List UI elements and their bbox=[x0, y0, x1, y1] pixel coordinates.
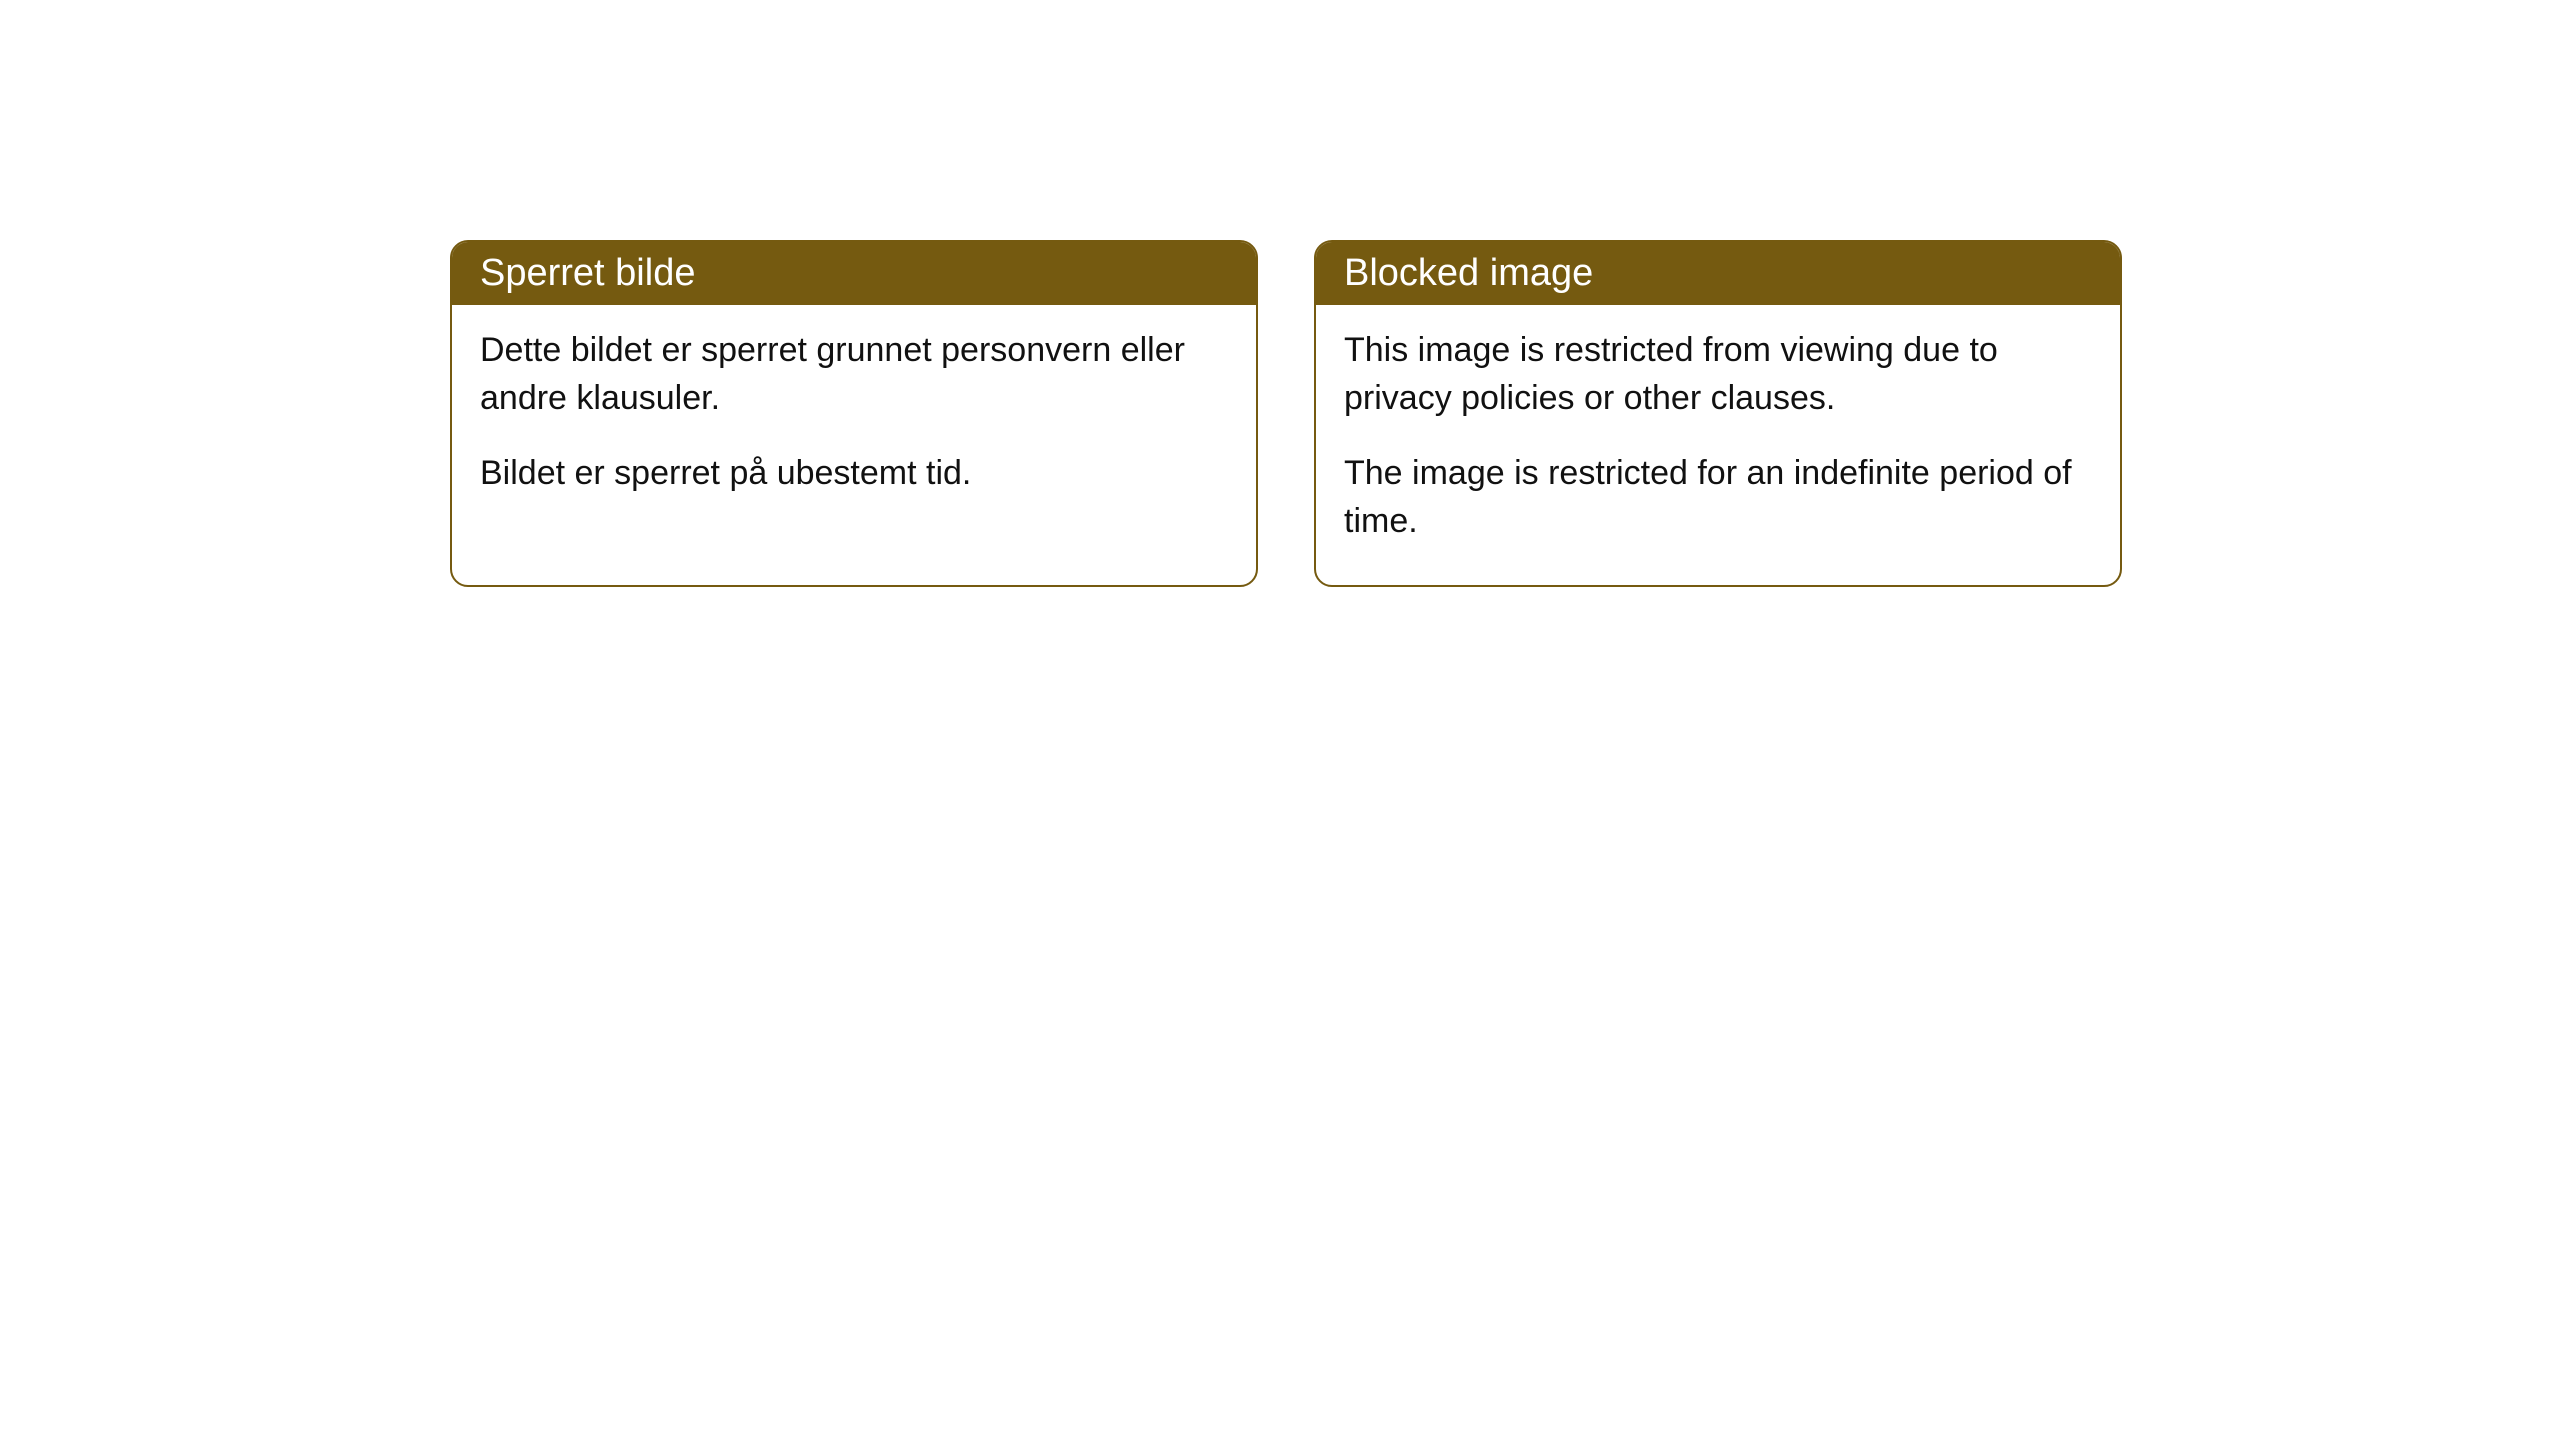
card-title-english: Blocked image bbox=[1344, 252, 1593, 294]
card-norwegian: Sperret bilde Dette bildet er sperret gr… bbox=[450, 240, 1258, 587]
card-body-english: This image is restricted from viewing du… bbox=[1316, 305, 2120, 585]
card-para1-english: This image is restricted from viewing du… bbox=[1344, 327, 2092, 422]
card-title-norwegian: Sperret bilde bbox=[480, 252, 695, 294]
card-para2-norwegian: Bildet er sperret på ubestemt tid. bbox=[480, 450, 1228, 498]
card-para1-norwegian: Dette bildet er sperret grunnet personve… bbox=[480, 327, 1228, 422]
cards-container: Sperret bilde Dette bildet er sperret gr… bbox=[450, 240, 2122, 587]
card-body-norwegian: Dette bildet er sperret grunnet personve… bbox=[452, 305, 1256, 538]
card-header-norwegian: Sperret bilde bbox=[452, 242, 1256, 305]
card-para2-english: The image is restricted for an indefinit… bbox=[1344, 450, 2092, 545]
card-english: Blocked image This image is restricted f… bbox=[1314, 240, 2122, 587]
card-header-english: Blocked image bbox=[1316, 242, 2120, 305]
